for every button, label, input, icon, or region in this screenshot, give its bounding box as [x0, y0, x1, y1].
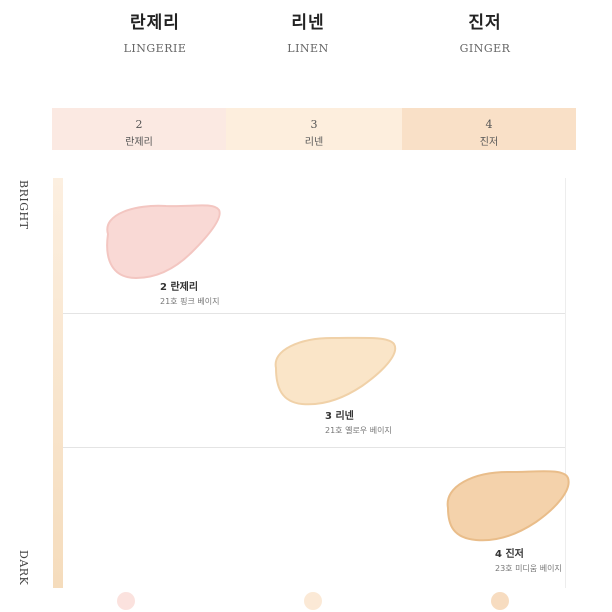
- color-dot-ginger: [491, 592, 509, 610]
- swatch-ginger: [446, 470, 570, 542]
- swatch-subtitle: 21호 옐로우 베이지: [325, 426, 392, 435]
- swatch-title: 4 진저: [495, 549, 524, 560]
- shade-band-name: 리넨: [304, 137, 324, 148]
- color-dot-linen: [304, 592, 322, 610]
- grid-line: [63, 447, 565, 448]
- shade-header-korean: 진저: [468, 13, 502, 33]
- shade-band-lingerie: 2 란제리: [52, 108, 226, 150]
- swatch-title: 3 리넨: [325, 411, 354, 422]
- brightness-axis-bar: [53, 178, 63, 588]
- shade-header-korean: 리넨: [291, 13, 325, 33]
- grid-line: [63, 313, 565, 314]
- shade-band-number: 4: [485, 118, 493, 131]
- swatch-subtitle: 21호 핑크 베이지: [160, 297, 220, 306]
- shade-band-ginger: 4 진저: [402, 108, 576, 150]
- swatch-label-linen: 3 리넨 21호 옐로우 베이지: [325, 407, 392, 436]
- swatch-subtitle: 23호 미디움 베이지: [495, 564, 562, 573]
- shade-header-ginger: 진저 GINGER: [415, 8, 555, 55]
- grid-line: [565, 178, 566, 588]
- shade-header-english: LINEN: [287, 42, 329, 55]
- shade-header-english: GINGER: [459, 42, 511, 55]
- shade-header-lingerie: 란제리 LINGERIE: [85, 8, 225, 55]
- shade-band-number: 3: [310, 118, 318, 131]
- axis-label-bright: BRIGHT: [17, 180, 30, 230]
- shade-header-korean: 란제리: [130, 13, 180, 33]
- shade-header-english: LINGERIE: [123, 42, 187, 55]
- shade-band-name: 란제리: [125, 137, 153, 148]
- swatch-label-ginger: 4 진저 23호 미디움 베이지: [495, 545, 562, 574]
- shade-header-linen: 리넨 LINEN: [238, 8, 378, 55]
- color-dot-lingerie: [117, 592, 135, 610]
- shade-band-name: 진저: [479, 137, 499, 148]
- shade-band-linen: 3 리넨: [226, 108, 402, 150]
- shade-band-number: 2: [135, 118, 143, 131]
- swatch-label-lingerie: 2 란제리 21호 핑크 베이지: [160, 278, 219, 307]
- axis-label-dark: DARK: [17, 550, 30, 586]
- swatch-lingerie: [106, 204, 221, 280]
- swatch-linen: [274, 336, 397, 406]
- swatch-title: 2 란제리: [160, 282, 199, 293]
